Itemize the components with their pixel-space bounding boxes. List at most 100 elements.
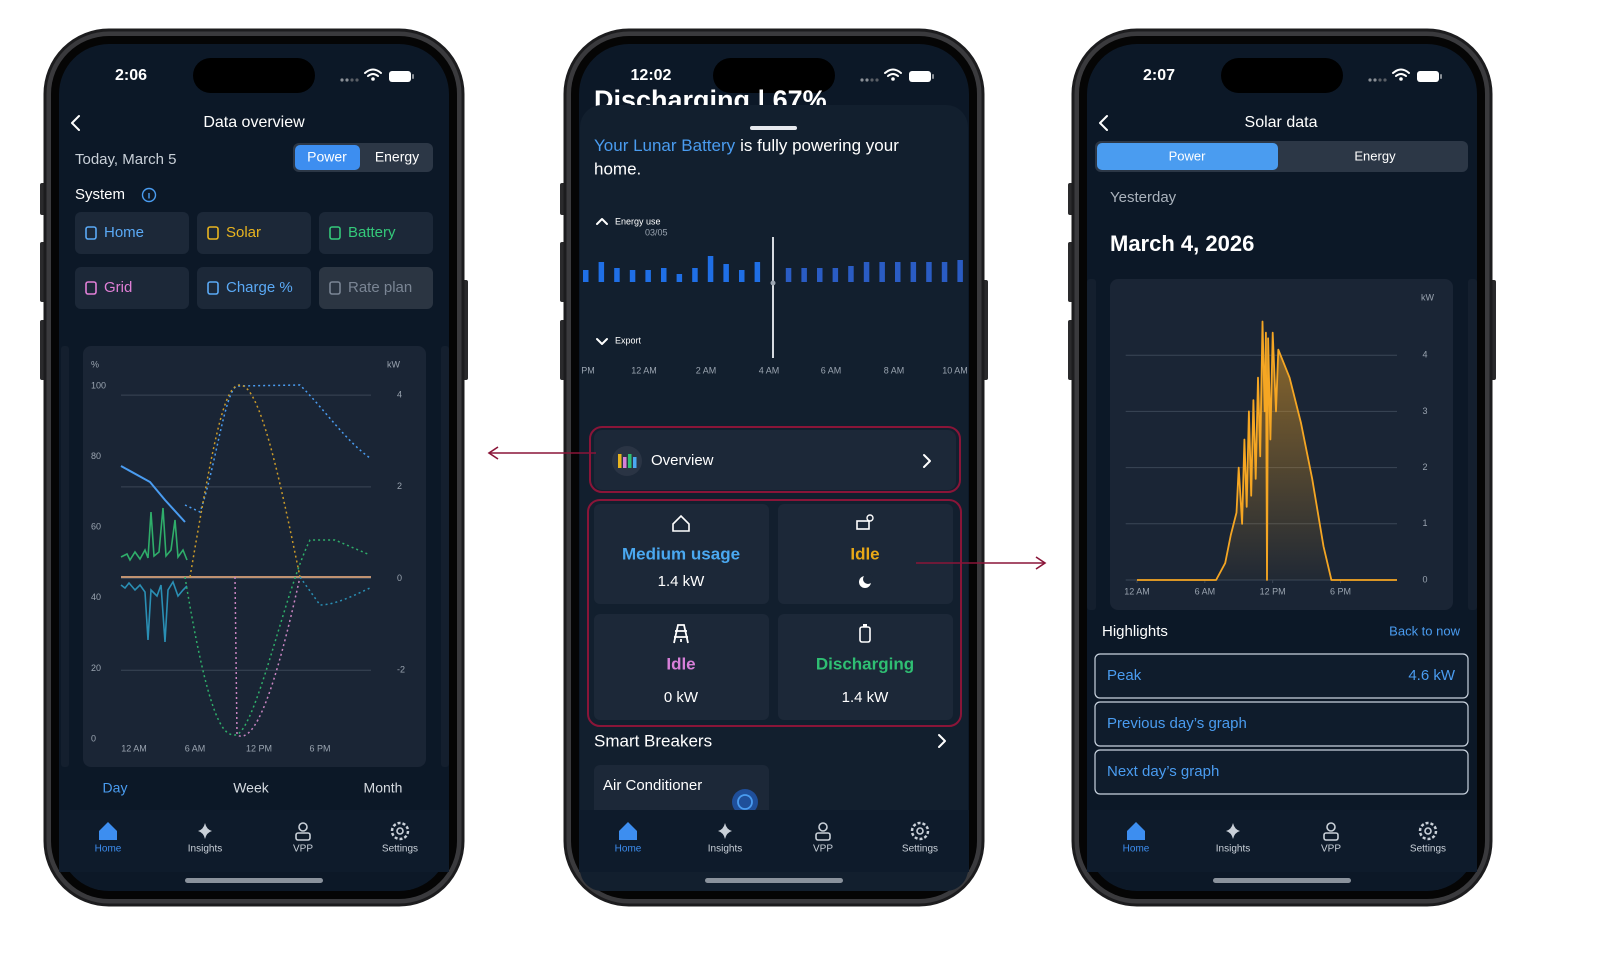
- x-tick-label: 12 PM: [246, 743, 272, 753]
- tab-icon[interactable]: [198, 823, 212, 839]
- tab-icon[interactable]: [1226, 823, 1240, 839]
- filter-label[interactable]: Battery: [348, 224, 396, 241]
- battery-icon: [389, 71, 411, 82]
- tab-icon[interactable]: [390, 821, 410, 841]
- tab-icon[interactable]: [99, 822, 117, 840]
- tab-label[interactable]: VPP: [293, 844, 313, 855]
- row-label[interactable]: Previous day’s graph: [1107, 715, 1247, 732]
- highlight-row[interactable]: [1094, 749, 1469, 795]
- tab-icon[interactable]: [815, 822, 831, 841]
- overview-row[interactable]: [594, 430, 956, 490]
- vpp-icon: [818, 822, 828, 832]
- signal-dot: [865, 78, 869, 82]
- signal-dot: [1373, 78, 1377, 82]
- home-icon: [672, 514, 690, 532]
- back-link[interactable]: Back to now: [1389, 623, 1460, 638]
- range-option[interactable]: Week: [233, 780, 270, 796]
- battery-cap: [412, 74, 414, 79]
- bar: [723, 264, 729, 282]
- card-peek: [441, 346, 449, 767]
- signal-dot: [350, 78, 354, 82]
- status-card: [594, 614, 769, 720]
- home-icon: [1127, 822, 1145, 840]
- tab-label[interactable]: Insights: [188, 844, 222, 855]
- tab-label[interactable]: Insights: [1216, 844, 1250, 855]
- section-title: Highlights: [1102, 623, 1168, 640]
- status-time: 2:07: [1143, 67, 1175, 84]
- tab-label[interactable]: VPP: [813, 844, 833, 855]
- card-peek: [61, 346, 69, 767]
- range-option[interactable]: Month: [364, 780, 403, 796]
- settings-icon: [1424, 827, 1432, 835]
- overview-label[interactable]: Overview: [651, 452, 714, 469]
- toggle-option[interactable]: Power: [307, 149, 347, 165]
- bar: [614, 268, 620, 282]
- x-tick-label: 6 AM: [1195, 586, 1216, 596]
- highlight-outline: [589, 426, 961, 493]
- tab-icon[interactable]: [718, 823, 732, 839]
- bar: [895, 262, 901, 282]
- vpp-icon: [295, 832, 311, 841]
- filter-button[interactable]: [75, 267, 189, 309]
- y-tick-label: 20: [91, 663, 101, 673]
- power-button[interactable]: [732, 789, 758, 815]
- filter-label[interactable]: Charge %: [226, 279, 293, 296]
- row-label[interactable]: Peak: [1107, 667, 1142, 684]
- filter-button[interactable]: [319, 267, 433, 309]
- chart-label: Export: [615, 335, 642, 345]
- tab-label[interactable]: Settings: [382, 844, 418, 855]
- row-label[interactable]: Next day’s graph: [1107, 763, 1219, 780]
- tab-label[interactable]: VPP: [1321, 844, 1341, 855]
- tab-icon[interactable]: [1418, 821, 1438, 841]
- card-value: 0 kW: [664, 689, 699, 706]
- tab-label[interactable]: Settings: [1410, 844, 1446, 855]
- tab-label[interactable]: Home: [615, 844, 642, 855]
- filter-button[interactable]: [197, 267, 311, 309]
- filter-label[interactable]: Solar: [226, 224, 261, 241]
- filter-label[interactable]: Grid: [104, 279, 132, 296]
- filter-button[interactable]: [75, 212, 189, 254]
- x-tick-label: 4 AM: [759, 365, 780, 375]
- highlight-row[interactable]: [1094, 653, 1469, 699]
- tab-label[interactable]: Insights: [708, 844, 742, 855]
- x-tick-label: PM: [581, 365, 595, 375]
- filter-icon: [329, 226, 341, 240]
- tab-label[interactable]: Home: [95, 844, 122, 855]
- dynamic-island: [1221, 58, 1343, 93]
- filter-label[interactable]: Rate plan: [348, 279, 412, 296]
- settings-icon: [396, 827, 404, 835]
- bar: [926, 262, 932, 282]
- tab-icon[interactable]: [1127, 822, 1145, 840]
- card-value: 1.4 kW: [842, 689, 890, 706]
- filter-button[interactable]: [319, 212, 433, 254]
- screen-title: Data overview: [203, 114, 305, 131]
- overview-icon-bar: [623, 457, 627, 468]
- vpp-icon: [298, 822, 308, 832]
- tab-icon[interactable]: [295, 822, 311, 841]
- tab-icon[interactable]: [619, 822, 637, 840]
- chevron: [71, 115, 80, 131]
- toggle-option[interactable]: Energy: [1354, 148, 1396, 163]
- tab-label[interactable]: Home: [1123, 844, 1150, 855]
- overview-icon-bar: [628, 454, 632, 468]
- y-tick-label: 1: [1422, 518, 1427, 528]
- tab-label[interactable]: Settings: [902, 844, 938, 855]
- range-option[interactable]: Day: [103, 780, 128, 796]
- wifi-dot: [1399, 77, 1403, 81]
- chart-line-decor: [189, 384, 301, 578]
- bar: [598, 262, 605, 282]
- filter-label[interactable]: Home: [104, 224, 144, 241]
- y2-tick-label: -2: [397, 665, 405, 675]
- card-title: Idle: [850, 544, 879, 563]
- filter-button[interactable]: [197, 212, 311, 254]
- home-icon: [619, 822, 637, 840]
- toggle-option[interactable]: Power: [1169, 148, 1207, 163]
- highlight-row[interactable]: [1094, 701, 1469, 747]
- signal-dot: [340, 78, 344, 82]
- tab-icon[interactable]: [1323, 822, 1339, 841]
- settings-icon: [910, 821, 930, 841]
- toggle-option[interactable]: Energy: [375, 149, 419, 165]
- tab-icon[interactable]: [910, 821, 930, 841]
- y-tick-label: 4: [1422, 350, 1427, 360]
- card-title: Idle: [666, 654, 695, 673]
